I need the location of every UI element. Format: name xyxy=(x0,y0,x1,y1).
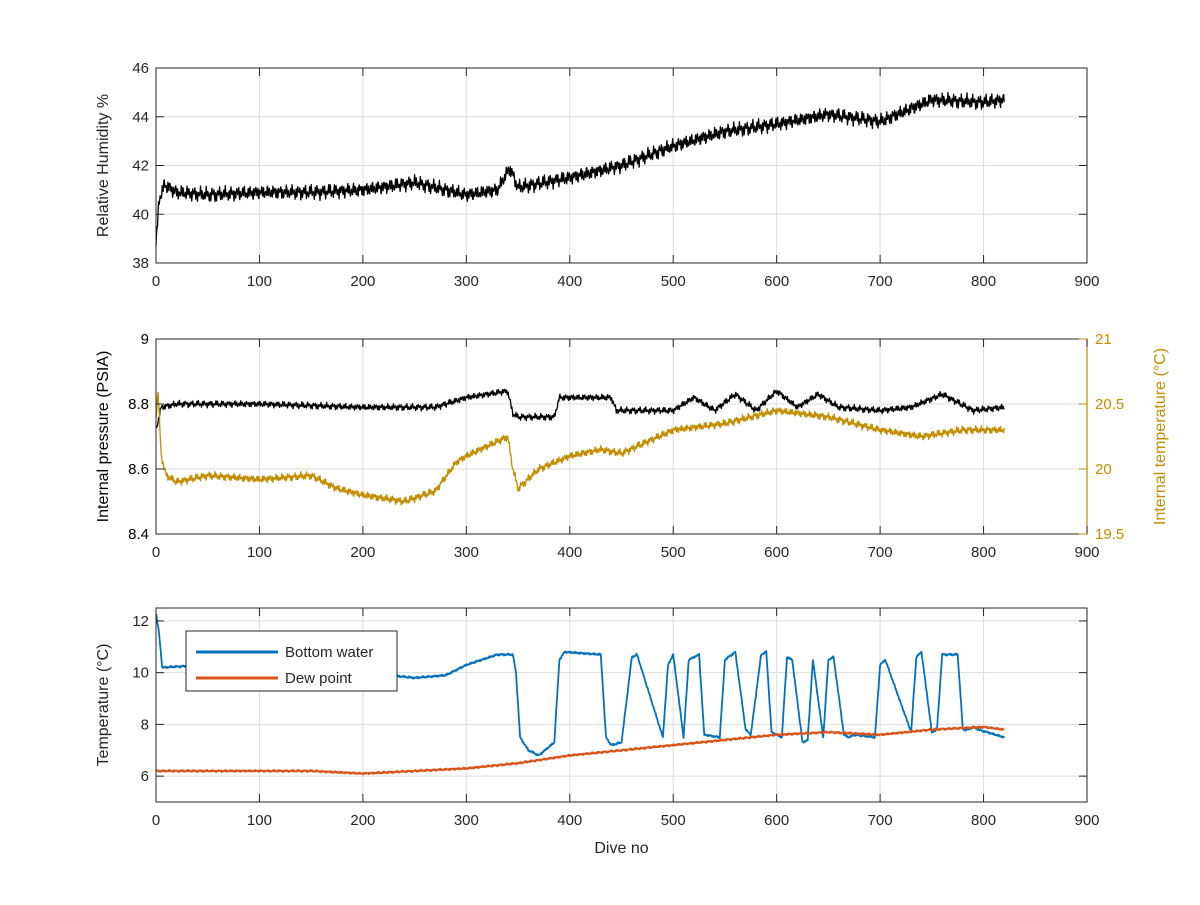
x-tick-label: 700 xyxy=(868,273,893,290)
y-tick-label: 46 xyxy=(132,60,149,77)
x-tick-label: 100 xyxy=(247,273,272,290)
y-axis-label: Internal pressure (PSIA) xyxy=(95,351,112,523)
y-tick-label: 6 xyxy=(141,768,149,785)
x-tick-label: 900 xyxy=(1074,273,1099,290)
y-tick-label: 10 xyxy=(132,665,149,682)
x-tick-label: 900 xyxy=(1074,544,1099,561)
series-line-1 xyxy=(155,91,1005,246)
x-tick-label: 100 xyxy=(247,544,272,561)
legend: Bottom water Dew point xyxy=(185,630,398,692)
y-tick-label: 12 xyxy=(132,613,149,630)
x-tick-label: 900 xyxy=(1074,812,1099,829)
axes-box xyxy=(155,607,1088,803)
y-tick-label: 42 xyxy=(132,158,149,175)
x-tick-label: 500 xyxy=(661,812,686,829)
panel-2: 0 100 200 300 400 500 600 700 800 900 8.4 8.6 8.8 9 19… xyxy=(95,331,1169,561)
legend-box xyxy=(185,630,398,692)
y-tick-label: 44 xyxy=(132,109,149,126)
x-tick-label: 0 xyxy=(152,273,160,290)
x-tick-label: 300 xyxy=(454,273,479,290)
x-tick-label: 600 xyxy=(764,544,789,561)
x-tick-label: 300 xyxy=(454,544,479,561)
x-tick-label: 400 xyxy=(557,273,582,290)
panel-3: 0 100 200 300 400 500 600 700 800 900 6 8 10 12 Temper… xyxy=(95,607,1100,857)
y2-tick-label: 21 xyxy=(1095,331,1112,348)
x-tick-label: 600 xyxy=(764,812,789,829)
x-tick-label: 400 xyxy=(557,812,582,829)
x-tick-label: 500 xyxy=(661,273,686,290)
x-tick-label: 700 xyxy=(868,812,893,829)
y-tick-label: 9 xyxy=(141,331,149,348)
x-tick-label: 200 xyxy=(350,812,375,829)
y-tick-label: 8 xyxy=(141,716,149,733)
x-tick-label: 800 xyxy=(971,812,996,829)
y-tick-label: 8.6 xyxy=(128,461,149,478)
series-line-2 xyxy=(155,391,1005,506)
y2-axis-label: Internal temperature (°C) xyxy=(1152,348,1169,525)
x-tick-label: 400 xyxy=(557,544,582,561)
y2-tick-label: 20.5 xyxy=(1095,396,1124,413)
x-tick-label: 0 xyxy=(152,812,160,829)
x-tick-label: 600 xyxy=(764,273,789,290)
legend-label: Bottom water xyxy=(285,644,373,661)
y-tick-label: 38 xyxy=(132,255,149,272)
y2-tick-label: 20 xyxy=(1095,461,1112,478)
x-tick-label: 200 xyxy=(350,273,375,290)
x-axis-label: Dive no xyxy=(594,840,648,857)
x-tick-label: 100 xyxy=(247,812,272,829)
y-tick-label: 8.4 xyxy=(128,526,149,543)
x-tick-label: 800 xyxy=(971,273,996,290)
plot-area xyxy=(156,339,1087,534)
y2-tick-label: 19.5 xyxy=(1095,526,1124,543)
series-line-2 xyxy=(155,725,1005,776)
x-tick-label: 500 xyxy=(661,544,686,561)
x-tick-label: 300 xyxy=(454,812,479,829)
y-axis-label: Temperature (°C) xyxy=(95,644,112,767)
y-tick-label: 40 xyxy=(132,206,149,223)
series-line-1 xyxy=(155,388,1005,429)
x-tick-label: 200 xyxy=(350,544,375,561)
x-tick-label: 0 xyxy=(152,544,160,561)
y-tick-label: 8.8 xyxy=(128,396,149,413)
y-axis-label: Relative Humidity % xyxy=(95,94,112,237)
x-tick-label: 800 xyxy=(971,544,996,561)
legend-label: Dew point xyxy=(285,670,353,687)
panel-1: 0 100 200 300 400 500 600 700 800 900 38 40 42 44 46 Re… xyxy=(95,60,1100,290)
x-tick-label: 700 xyxy=(868,544,893,561)
